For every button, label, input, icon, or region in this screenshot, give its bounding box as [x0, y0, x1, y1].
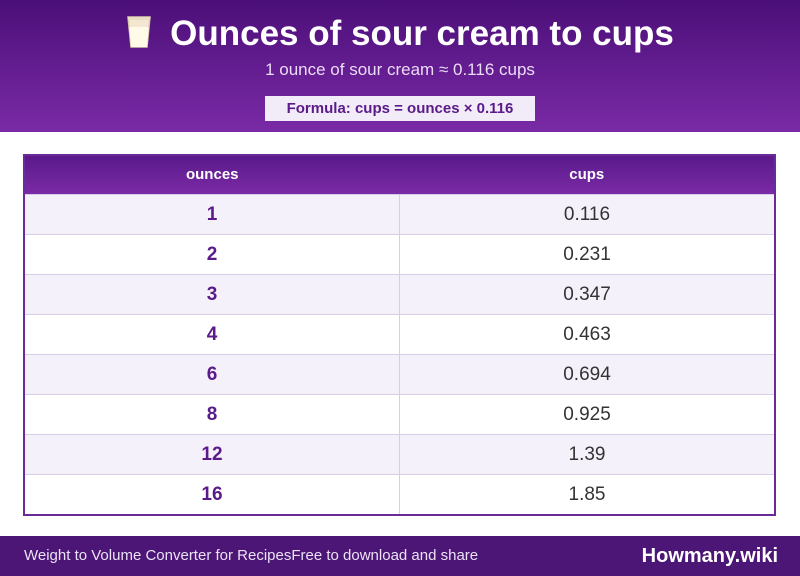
header-banner: Ounces of sour cream to cups 1 ounce of …	[0, 0, 800, 132]
table-row: 12 1.39	[25, 434, 774, 474]
page-subtitle: 1 ounce of sour cream ≈ 0.116 cups	[265, 60, 535, 79]
cups-cell: 1.85	[568, 484, 606, 505]
page-title: Ounces of sour cream to cups	[170, 14, 674, 53]
table-row: 2 0.231	[25, 234, 774, 274]
table-row: 6 0.694	[25, 354, 774, 394]
column-header-cups: cups	[569, 166, 605, 183]
table-body: 1 0.116 2 0.231 3 0.347 4 0.463 6 0.694 …	[25, 194, 774, 514]
ounces-cell: 2	[25, 235, 400, 274]
cups-cell: 0.347	[563, 284, 611, 305]
cups-cell: 0.231	[563, 244, 611, 265]
brand-logo-text[interactable]: Howmany.wiki	[641, 545, 778, 567]
ounces-cell: 6	[25, 355, 400, 394]
column-header-ounces: ounces	[185, 166, 239, 183]
milk-glass-icon	[126, 15, 152, 49]
table-header: ounces cups	[25, 156, 774, 194]
table-row: 4 0.463	[25, 314, 774, 354]
conversion-table: ounces cups 1 0.116 2 0.231 3 0.347 4 0.…	[23, 154, 776, 516]
table-row: 16 1.85	[25, 474, 774, 514]
cups-cell: 0.925	[563, 404, 611, 425]
ounces-cell: 1	[25, 195, 400, 234]
formula-badge: Formula: cups = ounces × 0.116	[265, 96, 535, 121]
table-row: 8 0.925	[25, 394, 774, 434]
table-row: 3 0.347	[25, 274, 774, 314]
table-row: 1 0.116	[25, 194, 774, 234]
ounces-cell: 16	[25, 475, 400, 514]
cups-cell: 0.463	[563, 324, 611, 345]
ounces-cell: 8	[25, 395, 400, 434]
page-title-row: Ounces of sour cream to cups	[0, 14, 800, 54]
ounces-cell: 4	[25, 315, 400, 354]
ounces-cell: 12	[25, 435, 400, 474]
cups-cell: 0.116	[563, 204, 611, 225]
footer-tagline: Weight to Volume Converter for RecipesFr…	[24, 547, 479, 564]
cups-cell: 0.694	[563, 364, 611, 385]
cups-cell: 1.39	[568, 444, 606, 465]
footer-bar: Weight to Volume Converter for RecipesFr…	[0, 536, 800, 576]
ounces-cell: 3	[25, 275, 400, 314]
